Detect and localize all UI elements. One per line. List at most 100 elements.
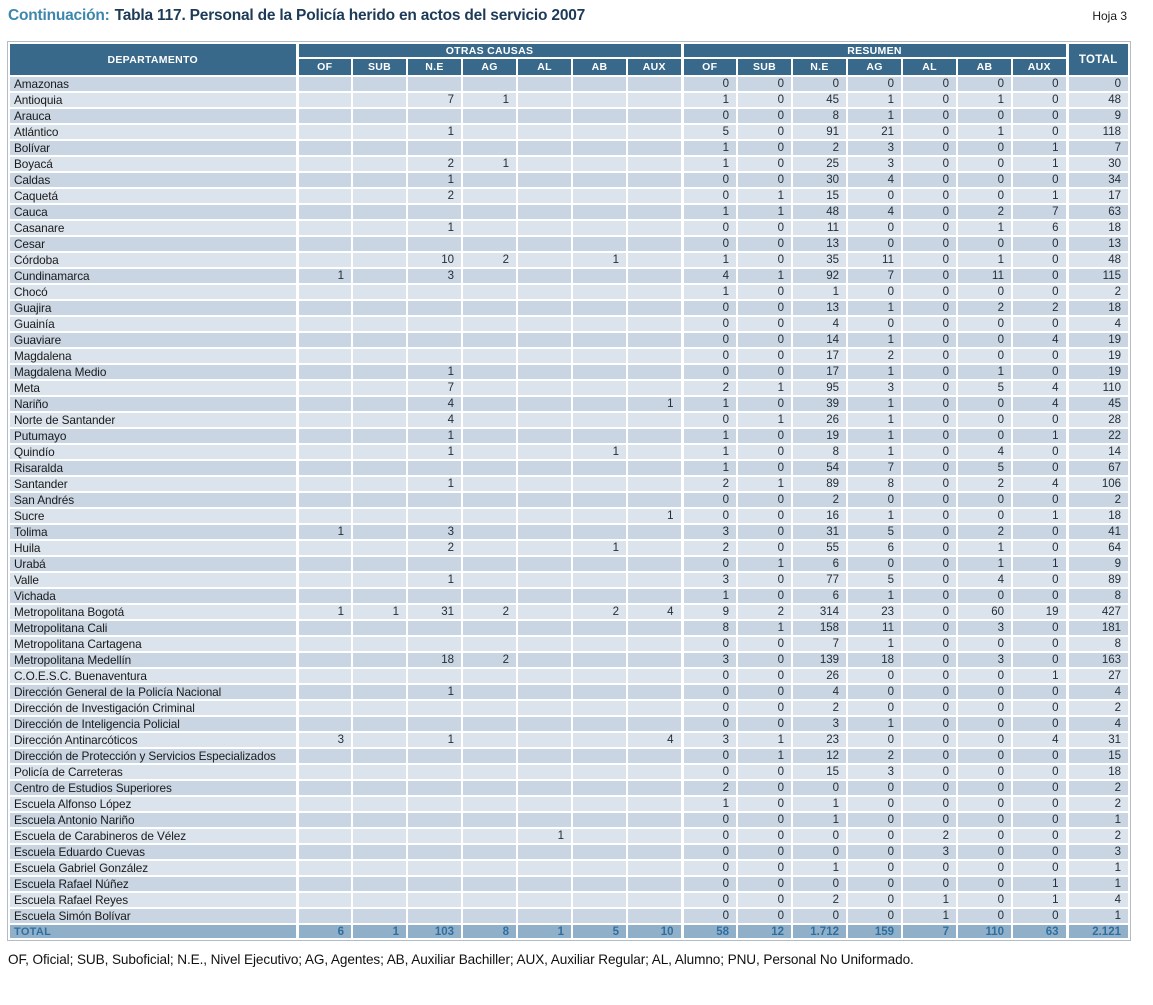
cell-otras-sub [351, 203, 408, 221]
cell-otras-aux [626, 859, 683, 877]
cell-departamento: Metropolitana Medellín [8, 651, 298, 669]
cell-otras-ne [406, 75, 463, 93]
cell-otras-ag [461, 139, 518, 157]
cell-otras-ag [461, 315, 518, 333]
cell-resumen-sub: 0 [736, 699, 793, 717]
cell-resumen-aux: 1 [1011, 187, 1068, 205]
cell-resumen-ag: 0 [846, 683, 903, 701]
cell-otras-sub [351, 811, 408, 829]
cell-otras-ag [461, 491, 518, 509]
cell-resumen-of: 1 [680, 427, 738, 445]
cell-otras-sub [351, 283, 408, 301]
cell-otras-ab [571, 587, 628, 605]
cell-resumen-sub: 0 [736, 843, 793, 861]
cell-resumen-aux: 0 [1011, 75, 1068, 93]
cell-resumen-ne: 0 [791, 843, 848, 861]
cell-resumen-ag: 0 [846, 283, 903, 301]
cell-resumen-aux: 1 [1011, 667, 1068, 685]
cell-resumen-ne: 30 [791, 171, 848, 189]
cell-total: 19 [1065, 347, 1130, 365]
cell-total: 15 [1065, 747, 1130, 765]
cell-otras-ag [461, 299, 518, 317]
page-title: Continuación: Tabla 117. Personal de la P… [8, 7, 585, 25]
sub-header-resumen-of: OF [680, 57, 738, 77]
table-row: Santander 1 2 1 89 8 0 2 4 106 [8, 475, 1130, 493]
sub-header-otras-ne: N.E [406, 57, 463, 77]
cell-resumen-aux: 0 [1011, 587, 1068, 605]
cell-resumen-of: 3 [680, 523, 738, 541]
cell-otras-sub [351, 187, 408, 205]
cell-otras-aux [626, 75, 683, 93]
cell-total: 2 [1065, 283, 1130, 301]
cell-resumen-al: 0 [901, 395, 958, 413]
cell-otras-ab [571, 507, 628, 525]
cell-resumen-aux: 0 [1011, 635, 1068, 653]
cell-otras-al [516, 363, 573, 381]
cell-resumen-ab: 5 [956, 459, 1013, 477]
cell-otras-of [295, 251, 353, 269]
cell-otras-al [516, 379, 573, 397]
cell-resumen-ab: 11 [956, 267, 1013, 285]
cell-otras-al [516, 907, 573, 925]
cell-otras-of [295, 219, 353, 237]
cell-otras-aux [626, 667, 683, 685]
cell-otras-sub [351, 699, 408, 717]
cell-resumen-aux: 0 [1011, 283, 1068, 301]
cell-resumen-al: 0 [901, 427, 958, 445]
cell-resumen-ab: 2 [956, 299, 1013, 317]
cell-resumen-ne: 2 [791, 699, 848, 717]
cell-resumen-al: 0 [901, 155, 958, 173]
cell-resumen-sub: 0 [736, 123, 793, 141]
cell-otras-al [516, 859, 573, 877]
cell-otras-of [295, 395, 353, 413]
cell-resumen-ne: 14 [791, 331, 848, 349]
cell-otras-ab [571, 203, 628, 221]
cell-resumen-sub: 0 [736, 587, 793, 605]
table-header: DEPARTAMENTO OTRAS CAUSAS RESUMEN TOTAL … [8, 42, 1130, 77]
cell-otras-ag [461, 475, 518, 493]
sub-header-otras-aux: AUX [626, 57, 683, 77]
cell-resumen-ag: 2 [846, 747, 903, 765]
cell-otras-ab [571, 139, 628, 157]
cell-otras-aux [626, 331, 683, 349]
cell-resumen-of: 0 [680, 363, 738, 381]
cell-resumen-of: 2 [680, 475, 738, 493]
cell-departamento: Vichada [8, 587, 298, 605]
cell-otras-sub [351, 139, 408, 157]
sub-header-resumen-al: AL [901, 57, 958, 77]
table-row: Risaralda 1 0 54 7 0 5 0 67 [8, 459, 1130, 477]
cell-otras-sub [351, 251, 408, 269]
cell-resumen-ab: 1 [956, 555, 1013, 573]
cell-otras-al [516, 635, 573, 653]
cell-otras-ag [461, 411, 518, 429]
cell-resumen-al: 0 [901, 363, 958, 381]
cell-resumen-ag: 0 [846, 795, 903, 813]
cell-otras-of [295, 203, 353, 221]
cell-resumen-ab: 0 [956, 395, 1013, 413]
cell-otras-aux [626, 219, 683, 237]
cell-resumen-al: 0 [901, 411, 958, 429]
sub-header-resumen-aux: AUX [1011, 57, 1068, 77]
cell-otras-aux [626, 491, 683, 509]
cell-otras-of [295, 699, 353, 717]
cell-resumen-al: 0 [901, 523, 958, 541]
cell-otras-aux [626, 475, 683, 493]
cell-departamento: Santander [8, 475, 298, 493]
cell-resumen-ab: 0 [956, 763, 1013, 781]
cell-resumen-ag: 18 [846, 651, 903, 669]
cell-otras-sub [351, 459, 408, 477]
cell-departamento: Nariño [8, 395, 298, 413]
cell-otras-ab [571, 379, 628, 397]
table-row: Arauca 0 0 8 1 0 0 0 9 [8, 107, 1130, 125]
cell-otras-of [295, 459, 353, 477]
cell-resumen-ab: 0 [956, 891, 1013, 909]
cell-otras-ne: 1 [406, 475, 463, 493]
cell-resumen-sub: 0 [736, 811, 793, 829]
cell-resumen-sub: 0 [736, 635, 793, 653]
cell-otras-al [516, 651, 573, 669]
cell-total: 9 [1065, 107, 1130, 125]
cell-otras-ag [461, 699, 518, 717]
cell-resumen-of: 0 [680, 171, 738, 189]
cell-resumen-of: 0 [680, 715, 738, 733]
sheet-number: Hoja 3 [1092, 9, 1127, 23]
